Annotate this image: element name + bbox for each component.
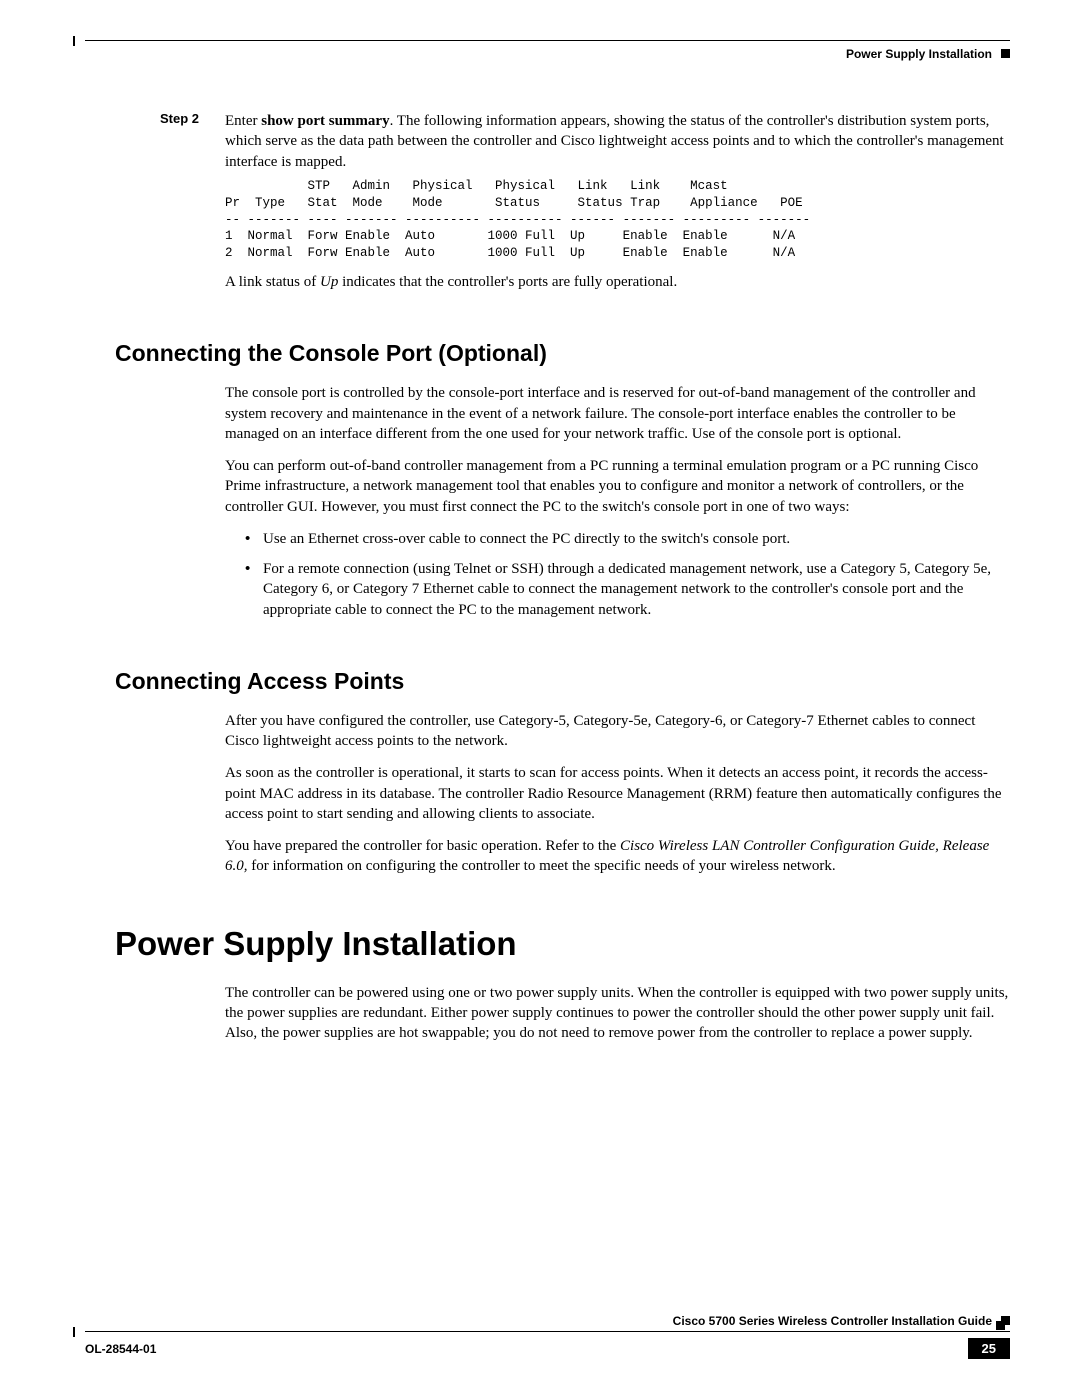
footer-page: 25 [968, 1338, 1010, 1359]
link-status-note: A link status of Up indicates that the c… [225, 272, 1010, 292]
footer-row: OL-28544-01 25 [85, 1338, 1010, 1359]
footer-doc: OL-28544-01 [85, 1342, 156, 1356]
console-bullet-2: For a remote connection (using Telnet or… [245, 559, 1010, 620]
ap-p3: You have prepared the controller for bas… [225, 836, 1010, 877]
step-body: Enter show port summary. The following i… [225, 111, 1010, 172]
link-status-before: A link status of [225, 274, 320, 290]
link-status-after: indicates that the controller's ports ar… [338, 274, 677, 290]
section-console-title: Connecting the Console Port (Optional) [115, 340, 1010, 367]
ap-p3-before: You have prepared the controller for bas… [225, 838, 620, 854]
step-row: Step 2 Enter show port summary. The foll… [160, 111, 1010, 172]
footer-rule [85, 1331, 1010, 1332]
step-text-before: Enter [225, 113, 261, 129]
chapter-p1: The controller can be powered using one … [225, 983, 1010, 1044]
footer-guide: Cisco 5700 Series Wireless Controller In… [85, 1314, 1010, 1328]
console-bullet-1: Use an Ethernet cross-over cable to conn… [245, 529, 1010, 549]
ap-p1: After you have configured the controller… [225, 711, 1010, 752]
ap-p2: As soon as the controller is operational… [225, 763, 1010, 824]
port-summary-output: STP Admin Physical Physical Link Link Mc… [225, 178, 1010, 262]
ap-p3-after: for information on configuring the contr… [248, 858, 836, 874]
console-p1: The console port is controlled by the co… [225, 383, 1010, 444]
chapter-title: Power Supply Installation [115, 925, 1010, 963]
footer: Cisco 5700 Series Wireless Controller In… [85, 1314, 1010, 1359]
header-rule [85, 40, 1010, 41]
section-ap-title: Connecting Access Points [115, 668, 1010, 695]
step-label: Step 2 [160, 111, 225, 172]
console-p2: You can perform out-of-band controller m… [225, 456, 1010, 517]
header-section-label: Power Supply Installation [85, 47, 1010, 61]
step-command: show port summary [261, 113, 389, 129]
console-bullets: Use an Ethernet cross-over cable to conn… [245, 529, 1010, 620]
link-status-italic: Up [320, 274, 338, 290]
